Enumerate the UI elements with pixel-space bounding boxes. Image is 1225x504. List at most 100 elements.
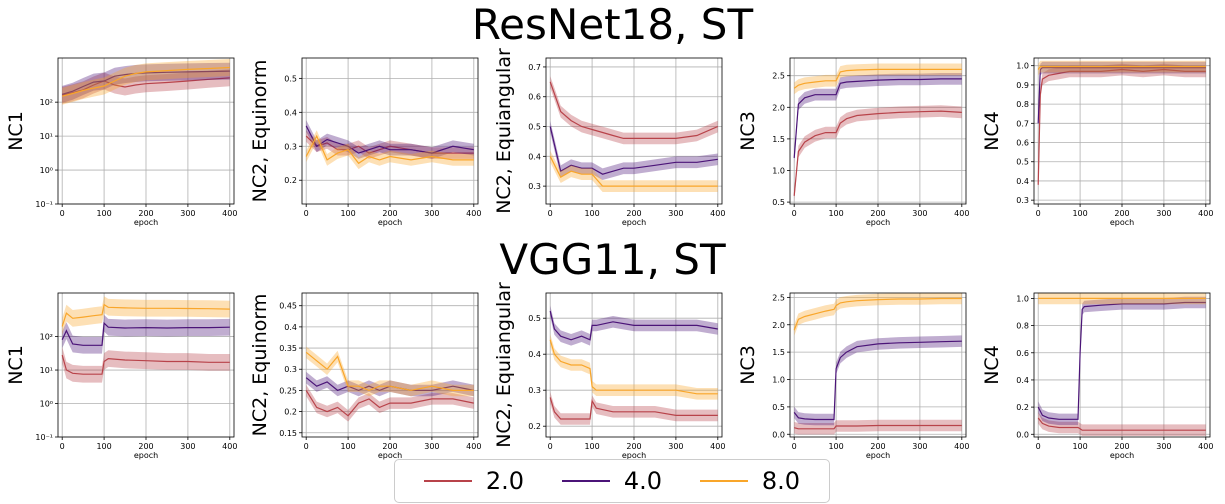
legend-item: 4.0	[561, 467, 663, 495]
x-tick-label: 400	[1198, 442, 1213, 451]
y-tick-label: 2.5	[772, 72, 785, 81]
y-tick-label: 0.2	[284, 408, 297, 417]
series-band-4.0	[62, 62, 230, 103]
plot-frame	[301, 57, 479, 205]
y-axis-label: NC2, Equiangular	[493, 282, 515, 448]
y-axis-label: NC2, Equiangular	[493, 48, 515, 214]
y-tick-label: 2.0	[772, 103, 785, 112]
legend-label: 8.0	[761, 467, 801, 495]
series-line-4.0	[305, 377, 474, 392]
x-tick-label: 100	[96, 442, 111, 451]
series-line-4.0	[305, 125, 474, 154]
series-line-8.0	[793, 297, 962, 331]
subplot-3: 0 100 200 300 400 0.3 0.4 0.5 0.6 0.7 epoch NC2, Eq…	[493, 48, 725, 227]
x-tick-label: 400	[710, 442, 725, 451]
x-tick-label: 200	[626, 209, 641, 218]
y-tick-label: 10²	[40, 98, 53, 107]
x-tick-label: 100	[340, 209, 355, 218]
x-tick-label: 0	[60, 442, 65, 451]
y-tick-label: 2.0	[772, 321, 785, 330]
y-tick-label: 0.4	[528, 152, 541, 161]
y-tick-label: 0.8	[1016, 100, 1029, 109]
series-line-4.0	[549, 126, 718, 175]
series-band-8.0	[306, 130, 474, 170]
x-tick-label: 300	[668, 442, 683, 451]
x-tick-label: 0	[304, 209, 309, 218]
x-tick-label: 0	[792, 442, 797, 451]
series-line-4.0	[1037, 67, 1206, 124]
series-line-2.0	[1037, 68, 1206, 185]
x-tick-label: 100	[584, 442, 599, 451]
y-tick-label: 0.2	[284, 176, 297, 185]
x-tick-label: 400	[954, 442, 969, 451]
x-tick-label: 0	[548, 442, 553, 451]
y-tick-label: 0.3	[284, 365, 297, 374]
series-band-2.0	[306, 130, 474, 159]
series-band-2.0	[794, 105, 962, 202]
subplot-4: 0 100 200 300 400 0.5 1.0 1.5 2.0 2.5 epoch NC3	[737, 57, 969, 227]
x-tick-label: 0	[792, 209, 797, 218]
y-tick-label: 0.3	[1016, 196, 1029, 205]
y-tick-label: 0.9	[1016, 81, 1029, 90]
plot-frame	[545, 57, 723, 205]
series-band-4.0	[1038, 61, 1206, 130]
legend-swatch	[561, 480, 610, 482]
x-tick-label: 200	[138, 442, 153, 451]
y-axis-label: NC3	[737, 111, 759, 151]
y-tick-label: 0.6	[528, 93, 541, 102]
series-line-2.0	[549, 397, 718, 420]
x-axis-label: epoch	[378, 451, 402, 460]
subplot-8: 0 100 200 300 400 0.2 0.3 0.4 0.5 epoch NC2, Equia…	[493, 282, 725, 460]
y-tick-label: 0.0	[772, 430, 785, 439]
y-tick-label: 10¹	[40, 366, 53, 375]
x-axis-label: epoch	[866, 451, 890, 460]
x-tick-label: 100	[1072, 442, 1087, 451]
x-tick-label: 0	[60, 209, 65, 218]
series-line-8.0	[793, 68, 962, 89]
series-band-8.0	[62, 59, 230, 105]
subplot-6: 0 100 200 300 400 10⁻¹ 10⁰ 10¹ 10² epoch NC1	[5, 292, 237, 460]
y-axis-label: NC2, Equinorm	[249, 60, 271, 203]
x-tick-label: 100	[340, 442, 355, 451]
y-tick-label: 0.5	[284, 74, 297, 83]
y-tick-label: 1.0	[1016, 62, 1029, 71]
x-tick-label: 300	[424, 209, 439, 218]
subplot-5: 0 100 200 300 400 0.3 0.4 0.5 0.6 0.7 0.8 0.9 1.0 epo…	[981, 57, 1213, 227]
series-band-2.0	[62, 69, 230, 104]
legend-label: 2.0	[485, 467, 525, 495]
legend-item: 8.0	[699, 467, 801, 495]
x-axis-label: epoch	[1110, 451, 1134, 460]
x-axis-label: epoch	[378, 218, 402, 227]
series-band-4.0	[794, 335, 962, 426]
y-axis-label: NC1	[5, 345, 27, 385]
y-axis-label: NC1	[5, 111, 27, 151]
y-tick-label: 10²	[40, 333, 53, 342]
x-tick-label: 300	[180, 442, 195, 451]
x-tick-label: 100	[96, 209, 111, 218]
plot-frame	[1033, 57, 1211, 205]
x-tick-label: 100	[828, 209, 843, 218]
x-tick-label: 100	[1072, 209, 1087, 218]
y-tick-label: 0.3	[284, 142, 297, 151]
x-tick-label: 100	[828, 442, 843, 451]
x-axis-label: epoch	[1110, 218, 1134, 227]
y-tick-label: 1.5	[772, 135, 785, 144]
y-tick-label: 0.4	[284, 108, 297, 117]
y-tick-label: 10⁻¹	[35, 433, 53, 442]
series-line-2.0	[793, 110, 962, 196]
x-tick-label: 300	[668, 209, 683, 218]
y-tick-label: 10⁻¹	[35, 200, 53, 209]
x-tick-label: 300	[912, 209, 927, 218]
y-tick-label: 0.6	[1016, 139, 1029, 148]
legend-label: 4.0	[623, 467, 663, 495]
series-line-2.0	[61, 354, 230, 375]
x-axis-label: epoch	[622, 218, 646, 227]
series-line-8.0	[305, 351, 474, 392]
x-tick-label: 200	[1114, 442, 1129, 451]
subplot-2: 0 100 200 300 400 0.2 0.3 0.4 0.5 epoch NC2, Equin…	[249, 57, 481, 227]
series-line-8.0	[549, 339, 718, 395]
x-tick-label: 200	[382, 209, 397, 218]
series-line-4.0	[61, 321, 230, 346]
series-band-8.0	[1038, 60, 1206, 76]
series-line-4.0	[62, 70, 230, 95]
